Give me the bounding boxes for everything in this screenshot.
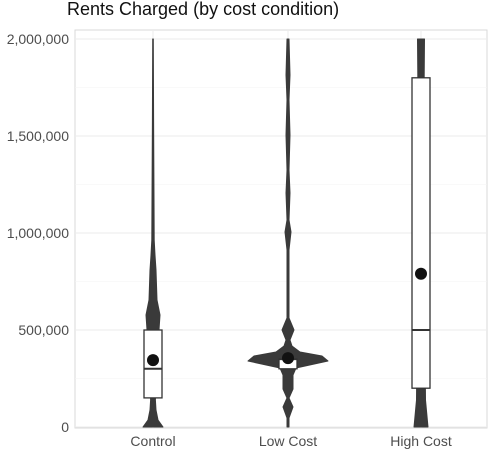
mean-point-control xyxy=(147,354,159,367)
violin-low-cost xyxy=(247,38,329,428)
box-high-cost xyxy=(411,77,431,389)
mean-point-low-cost xyxy=(282,352,294,365)
y-tick-label: 1,000,000 xyxy=(7,225,69,241)
y-tick-label: 0 xyxy=(61,419,69,435)
chart-title: Rents Charged (by cost condition) xyxy=(67,0,340,19)
y-tick-label: 500,000 xyxy=(18,322,69,338)
y-tick-label: 1,500,000 xyxy=(7,128,69,144)
panel-border xyxy=(74,29,488,429)
mean-point-high-cost xyxy=(415,267,427,280)
x-tick-label: Control xyxy=(130,433,175,449)
x-tick-label: High Cost xyxy=(390,433,452,449)
x-tick-label: Low Cost xyxy=(259,433,317,449)
y-tick-label: 2,000,000 xyxy=(7,31,69,47)
